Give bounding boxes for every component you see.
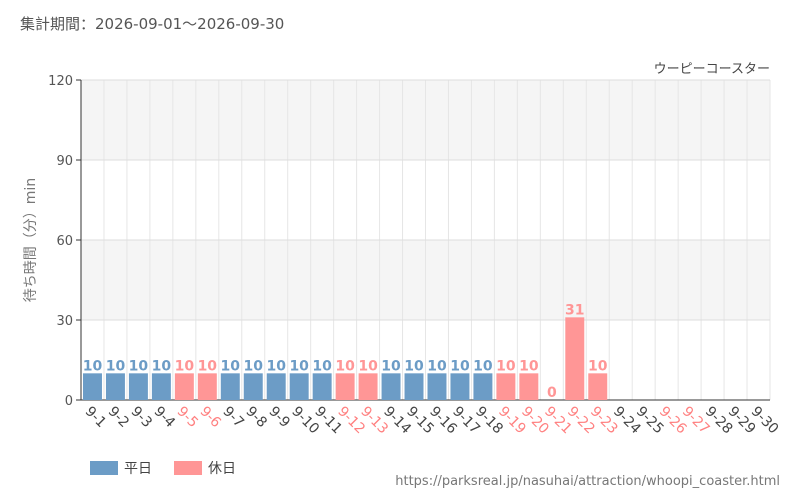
data-label: 10 (175, 358, 195, 374)
bar (289, 373, 309, 400)
bar (473, 373, 493, 400)
data-label: 10 (381, 358, 401, 374)
data-label: 10 (588, 358, 608, 374)
data-label: 10 (198, 358, 218, 374)
y-tick-label: 60 (56, 234, 73, 249)
bar (565, 317, 585, 400)
y-tick-label: 90 (56, 154, 73, 169)
legend-swatch-holiday (174, 461, 202, 475)
data-label: 31 (565, 302, 584, 318)
x-tick-label: 9-4 (151, 404, 179, 432)
bar (83, 373, 102, 400)
x-tick-label: 9-7 (219, 404, 246, 431)
bar (174, 373, 194, 400)
data-label: 10 (473, 358, 493, 374)
bar (128, 373, 148, 400)
bar (381, 373, 401, 400)
bar (151, 373, 171, 400)
data-label: 10 (152, 358, 172, 374)
data-label: 10 (519, 358, 539, 374)
data-label: 10 (266, 358, 286, 374)
y-tick-label: 30 (56, 314, 73, 329)
x-tick-label: 9-8 (242, 404, 269, 431)
bar (404, 373, 424, 400)
x-tick-label: 9-3 (128, 404, 155, 431)
x-tick-label: 9-2 (105, 404, 132, 431)
bar (450, 373, 470, 400)
bar (335, 373, 355, 400)
y-axis-label: 待ち時間（分）min (23, 178, 39, 302)
data-label: 10 (289, 358, 309, 374)
data-label: 10 (404, 358, 424, 374)
data-label: 10 (496, 358, 516, 374)
x-tick-label: 9-6 (196, 404, 224, 432)
data-label: 10 (335, 358, 355, 374)
data-label: 10 (450, 358, 470, 374)
data-label: 10 (129, 358, 149, 374)
chart-title: ウーピーコースター (654, 62, 770, 77)
y-tick-label: 120 (48, 74, 73, 89)
data-label: 10 (358, 358, 378, 374)
legend-label-holiday: 休日 (208, 461, 236, 477)
bar (197, 373, 217, 400)
legend-item-holiday[interactable]: 休日 (174, 458, 236, 478)
data-label: 10 (221, 358, 241, 374)
bar (266, 373, 286, 400)
bar (496, 373, 516, 400)
bar (243, 373, 263, 400)
legend-item-weekday[interactable]: 平日 (90, 458, 152, 478)
data-label: 0 (547, 385, 557, 401)
legend-label-weekday: 平日 (124, 461, 152, 477)
x-tick-label: 9-9 (265, 404, 292, 431)
bar (519, 373, 539, 400)
bar (358, 373, 378, 400)
bar (427, 373, 447, 400)
legend-swatch-weekday (90, 461, 118, 475)
collection-period: 集計期間：2026-09-01～2026-09-30 (20, 15, 285, 33)
source-url[interactable]: https://parksreal.jp/nasuhai/attraction/… (395, 474, 780, 489)
bar (312, 373, 332, 400)
x-tick-label: 9-5 (174, 404, 201, 431)
bar (588, 373, 608, 400)
bar (220, 373, 240, 400)
bar (105, 373, 125, 400)
data-label: 10 (106, 358, 126, 374)
data-label: 10 (427, 358, 447, 374)
y-tick-label: 0 (65, 394, 73, 409)
chart-legend: 平日 休日 (90, 458, 236, 478)
data-label: 10 (312, 358, 332, 374)
data-label: 10 (83, 358, 103, 374)
data-label: 10 (244, 358, 264, 374)
x-tick-label: 9-1 (82, 404, 109, 431)
